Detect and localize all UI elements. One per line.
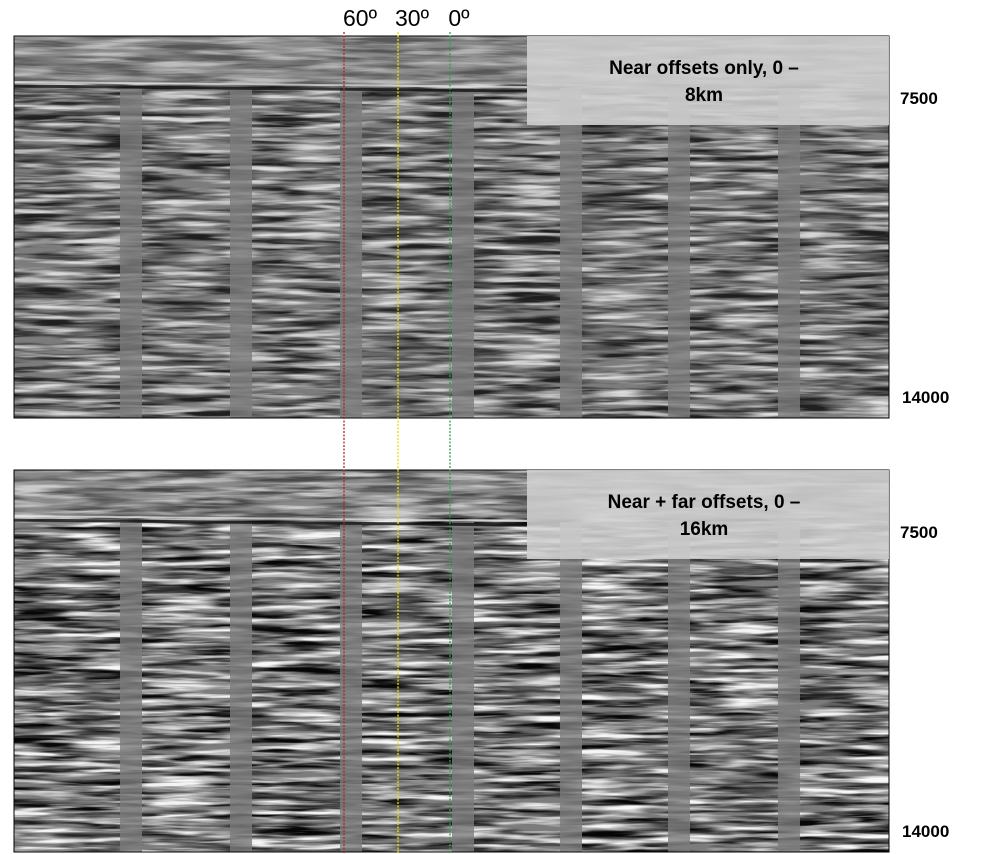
- gather-gap: [340, 88, 362, 418]
- panel-label: 8km: [685, 85, 723, 106]
- panel-label: Near offsets only, 0 –: [609, 58, 799, 79]
- gather-gap: [560, 522, 582, 852]
- horizon: [13, 518, 528, 527]
- horizon-light: [13, 81, 528, 88]
- gather-gap: [120, 88, 142, 418]
- gather-gap: [668, 522, 690, 852]
- gather-gap: [452, 522, 474, 852]
- gather-gap: [778, 522, 800, 852]
- angle-label: 60º: [343, 5, 378, 31]
- gather-gap: [230, 522, 252, 852]
- label-box: [527, 36, 889, 125]
- seismic-panel: Near offsets only, 0 – 8km 7500 14000: [13, 35, 949, 419]
- panel-label: 16km: [680, 519, 729, 540]
- angle-label: 0º: [448, 5, 470, 31]
- gather-gap: [560, 88, 582, 418]
- seismic-panel: Near + far offsets, 0 – 16km 7500 14000: [13, 469, 949, 853]
- gather-gap: [230, 88, 252, 418]
- depth-label: 14000: [902, 822, 949, 841]
- depth-label: 7500: [900, 89, 938, 108]
- panel-border: [13, 35, 890, 419]
- gather-gap: [120, 522, 142, 852]
- horizon-light: [13, 515, 528, 522]
- gather-gap: [778, 88, 800, 418]
- gather-gap: [668, 88, 690, 418]
- panel-label: Near + far offsets, 0 –: [608, 492, 801, 513]
- depth-label: 14000: [902, 388, 949, 407]
- depth-label: 7500: [900, 523, 938, 542]
- horizon: [13, 84, 528, 93]
- angle-label: 30º: [395, 5, 430, 31]
- panel-border: [13, 469, 890, 853]
- gather-gap: [340, 522, 362, 852]
- label-box: [527, 470, 889, 559]
- gather-gap: [452, 88, 474, 418]
